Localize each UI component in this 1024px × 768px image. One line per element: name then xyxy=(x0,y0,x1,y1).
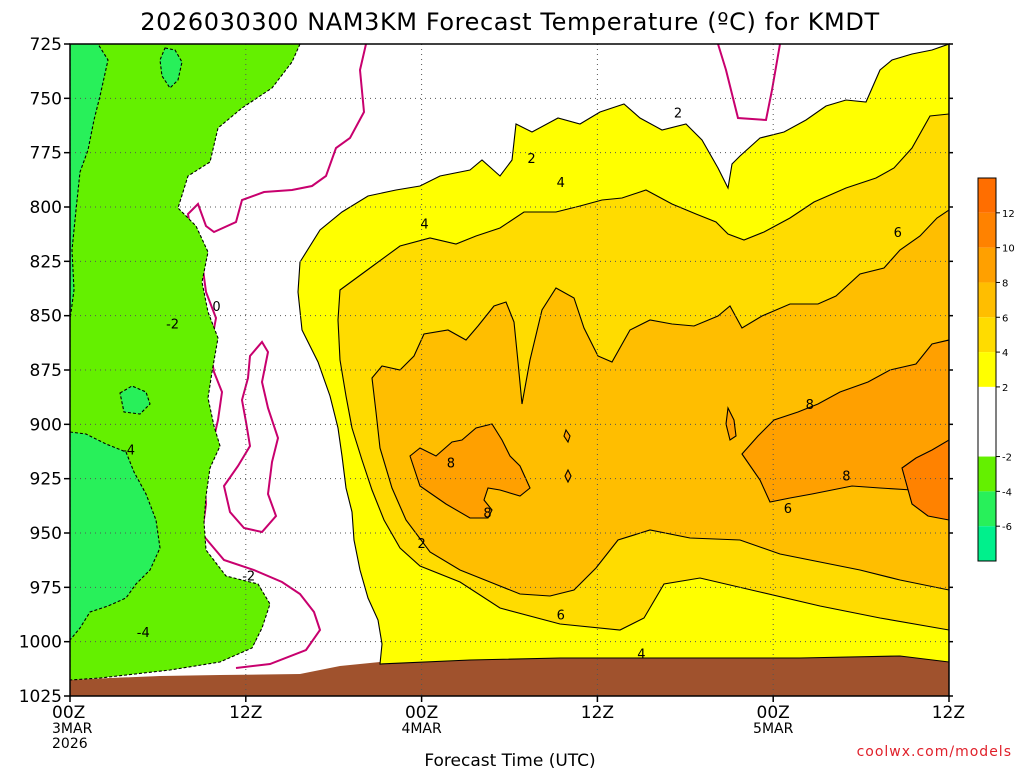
x-tick-label: 12Z xyxy=(932,703,965,723)
contour-label: 6 xyxy=(557,609,565,624)
x-tick-label: 5MAR xyxy=(753,721,794,737)
contour-label: 6 xyxy=(894,226,902,241)
y-tick-label: 800 xyxy=(30,198,62,218)
chart-title: 2026030300 NAM3KM Forecast Temperature (… xyxy=(140,8,879,36)
colorbar: 12 10 8 6 4 2 -2 -4 -6 xyxy=(977,177,1015,562)
contour-label: 8 xyxy=(447,456,455,471)
y-tick-label: 775 xyxy=(30,144,62,164)
x-axis-label: Forecast Time (UTC) xyxy=(424,751,595,768)
y-axis: 725 750 775 800 825 850 875 900 925 950 975 1000 102… xyxy=(19,35,953,707)
x-tick-label: 4MAR xyxy=(401,721,442,737)
colorbar-bin xyxy=(978,317,996,353)
colorbar-bin xyxy=(978,456,996,492)
colorbar-bin xyxy=(978,386,996,422)
contour-label: 4 xyxy=(420,217,428,232)
colorbar-label: 4 xyxy=(1002,348,1008,359)
contour-label: -2 xyxy=(166,317,179,332)
x-tick-label: 2026 xyxy=(52,736,88,752)
contour-label: 8 xyxy=(483,506,491,521)
grid xyxy=(70,44,949,696)
contour-label: 4 xyxy=(557,176,565,191)
colorbar-label: -6 xyxy=(1002,522,1012,533)
x-tick-label: 00Z xyxy=(757,703,790,723)
contour-label: 2 xyxy=(674,107,682,122)
contour-label: 0 xyxy=(212,300,220,315)
y-tick-label: 900 xyxy=(30,415,62,435)
colorbar-label: -4 xyxy=(1002,487,1012,498)
colorbar-label: 8 xyxy=(1002,278,1008,289)
y-tick-label: 1000 xyxy=(19,633,62,653)
colorbar-bin xyxy=(978,526,996,561)
colorbar-bin xyxy=(978,247,996,283)
zero-degree-contour xyxy=(186,44,781,669)
ground-terrain xyxy=(70,654,949,696)
colorbar-frame xyxy=(977,177,997,562)
contour-label: -2 xyxy=(242,569,255,584)
y-tick-label: 725 xyxy=(30,35,62,55)
y-tick-label: 925 xyxy=(30,470,62,490)
colorbar-label: 10 xyxy=(1002,244,1015,255)
x-tick-label: 3MAR xyxy=(52,721,93,737)
x-tick-label: 00Z xyxy=(405,703,438,723)
y-tick-label: 850 xyxy=(30,307,62,327)
colorbar-label: 12 xyxy=(1002,209,1015,220)
contour-label: -4 xyxy=(122,443,135,458)
colorbar-bin xyxy=(978,421,996,457)
colorbar-bin xyxy=(978,178,996,213)
contour-label: 8 xyxy=(806,398,814,413)
y-tick-label: 950 xyxy=(30,524,62,544)
colorbar-bin xyxy=(978,282,996,318)
y-tick-label: 825 xyxy=(30,252,62,272)
contour-label: 2 xyxy=(527,152,535,167)
x-tick-label: 00Z xyxy=(52,703,85,723)
colorbar-bin xyxy=(978,491,996,527)
contour-labels: 2 2 4 4 6 0 -2 8 8 8 8 6 6 4 2 -4 -2 -4 xyxy=(122,107,902,663)
credit-text: coolwx.com/models xyxy=(857,744,1012,760)
colorbar-bin xyxy=(978,212,996,248)
contour-label: -4 xyxy=(137,626,150,641)
contour-label: 6 xyxy=(784,502,792,517)
y-tick-label: 1025 xyxy=(19,687,62,707)
x-tick-label: 12Z xyxy=(581,703,614,723)
colorbar-bin xyxy=(978,352,996,387)
y-tick-label: 975 xyxy=(30,578,62,598)
colorbar-label: 2 xyxy=(1002,383,1008,394)
colorbar-label: 6 xyxy=(1002,313,1008,324)
contour-label: 4 xyxy=(637,648,645,663)
contour-label: 8 xyxy=(842,469,850,484)
x-tick-label: 12Z xyxy=(229,703,262,723)
y-tick-label: 750 xyxy=(30,89,62,109)
colorbar-label: -2 xyxy=(1002,453,1012,464)
contour-label: 2 xyxy=(417,537,425,552)
y-tick-label: 875 xyxy=(30,361,62,381)
